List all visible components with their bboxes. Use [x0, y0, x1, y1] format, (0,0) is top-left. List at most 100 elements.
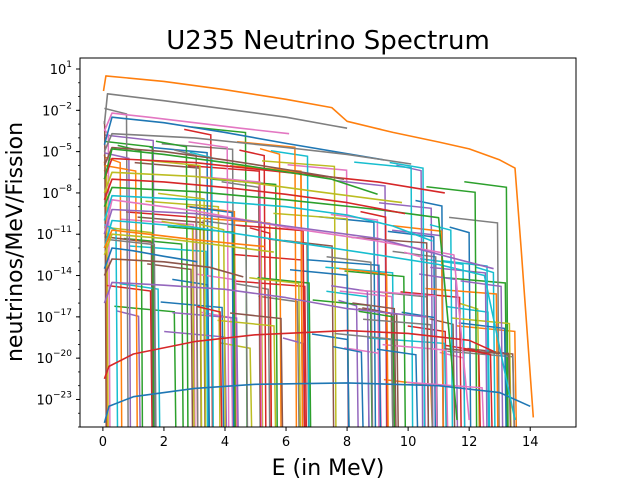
- cutoff-spectrum-line: [104, 107, 129, 427]
- cutoff-spectrum-line: [379, 202, 434, 427]
- cutoff-spectrum-line: [339, 267, 389, 427]
- cutoff-spectrum-line: [239, 149, 267, 427]
- x-tick-label: 6: [282, 435, 290, 450]
- cutoff-spectrum-line: [104, 134, 156, 427]
- x-tick-label: 12: [461, 435, 478, 450]
- cutoff-spectrum-line: [447, 350, 516, 427]
- spectrum-series-line: [103, 229, 265, 249]
- cutoff-spectrum-line: [458, 322, 507, 427]
- y-tick-label: 101: [50, 60, 72, 78]
- spectrum-series-line: [103, 171, 403, 204]
- x-tick-label: 8: [343, 435, 351, 450]
- cutoff-spectrum-line: [333, 345, 364, 427]
- cutoff-spectrum-line: [360, 210, 388, 427]
- cutoff-spectrum-line: [104, 140, 155, 427]
- spectrum-series-line: [103, 93, 348, 129]
- spectrum-series-line: [103, 186, 458, 421]
- cutoff-spectrum-line: [387, 230, 437, 427]
- spectrum-series-line: [103, 132, 412, 165]
- cutoff-spectrum-line: [104, 164, 138, 427]
- spectrum-series-line: [103, 157, 445, 194]
- cutoff-spectrum-line: [326, 256, 374, 427]
- y-tick-label: 10−2: [42, 101, 72, 119]
- cutoff-spectrum-line: [289, 268, 350, 427]
- cutoff-spectrum-line: [249, 227, 273, 427]
- cutoff-spectrum-line: [351, 236, 430, 427]
- cutoff-spectrum-line: [400, 291, 462, 427]
- cutoff-spectrum-line: [104, 152, 132, 427]
- cutoff-spectrum-line: [358, 289, 438, 427]
- cutoff-spectrum-line: [230, 312, 284, 427]
- cutoff-spectrum-line: [231, 280, 308, 427]
- y-tick-label: 10−14: [36, 267, 72, 285]
- spectrum-series-line: [103, 178, 406, 215]
- cutoff-spectrum-line: [104, 236, 154, 427]
- spectrum-series-line: [103, 146, 345, 180]
- cutoff-spectrum-line: [103, 128, 111, 427]
- cutoff-spectrum-line: [306, 259, 382, 427]
- cutoff-spectrum-line: [158, 192, 207, 427]
- cutoff-spectrum-line: [461, 348, 493, 427]
- cutoff-spectrum-line: [464, 181, 509, 427]
- cutoff-spectrum-line: [117, 144, 144, 427]
- cutoff-spectrum-line: [376, 348, 419, 427]
- x-tick-label: 0: [99, 435, 107, 450]
- cutoff-spectrum-line: [217, 319, 277, 427]
- cutoff-spectrum-line: [441, 259, 490, 427]
- spectrum-series-line: [103, 233, 274, 256]
- cutoff-spectrum-line: [354, 161, 414, 427]
- cutoff-spectrum-line: [155, 140, 189, 427]
- cutoff-spectrum-line: [334, 332, 394, 427]
- cutoff-spectrum-line: [249, 277, 302, 427]
- cutoff-spectrum-line: [430, 266, 488, 427]
- spectrum-series-line: [102, 75, 535, 418]
- cutoff-spectrum-line: [449, 216, 500, 427]
- cutoff-spectrum-line: [145, 200, 221, 427]
- cutoff-spectrum-line: [219, 341, 253, 427]
- spectrum-series-line: [103, 247, 198, 269]
- cutoff-spectrum-line: [261, 160, 337, 427]
- cutoff-spectrum-line: [426, 185, 478, 427]
- cutoff-spectrum-line: [142, 159, 203, 427]
- cutoff-spectrum-line: [344, 270, 407, 427]
- cutoff-spectrum-line: [198, 175, 263, 427]
- y-tick-label: 10−5: [42, 143, 72, 161]
- cutoff-spectrum-line: [104, 238, 157, 427]
- cutoff-spectrum-line: [382, 343, 449, 427]
- cutoff-spectrum-line: [392, 224, 444, 427]
- ticks-layer: 0 2 4 6 8 10 12 14 101 10−2 10−5 10−8 10−11 10−14 10−1…: [36, 60, 538, 450]
- spectrum-series-line: [103, 219, 516, 421]
- cutoff-spectrum-line: [460, 280, 504, 427]
- cutoff-spectrum-line: [338, 299, 359, 427]
- y-axis-label: neutrinos/MeV/Fission: [3, 122, 28, 362]
- cutoff-spectrum-line: [474, 266, 496, 427]
- cutoff-spectrum-line: [257, 276, 312, 427]
- cutoff-spectrum-line: [107, 284, 153, 427]
- x-tick-label: 10: [400, 435, 417, 450]
- y-tick-label: 10−23: [36, 390, 72, 408]
- spectrum-series-line: [103, 116, 384, 161]
- x-tick-label: 2: [160, 435, 168, 450]
- cutoff-spectrum-line: [189, 206, 235, 427]
- cutoff-spectrum-line: [258, 295, 300, 427]
- x-axis-label: E (in MeV): [272, 456, 385, 480]
- cutoff-spectrum-line: [198, 223, 226, 427]
- spectrum-series-line: [103, 208, 494, 270]
- cutoff-spectrum-line: [172, 278, 211, 427]
- spectrum-series-line: [103, 148, 378, 196]
- x-tick-label: 14: [522, 435, 539, 450]
- plot-frame: [79, 57, 577, 428]
- cutoff-spectrum-line: [116, 310, 141, 427]
- cutoff-spectrum-line: [119, 282, 161, 427]
- cutoff-spectrum-line: [284, 239, 335, 427]
- cutoff-spectrum-line: [120, 218, 196, 427]
- cutoff-spectrum-line: [425, 287, 499, 427]
- cutoff-spectrum-line: [114, 305, 177, 427]
- cutoff-spectrum-line: [123, 237, 184, 427]
- cutoff-spectrum-line: [444, 347, 512, 427]
- cutoff-spectrum-line: [270, 150, 310, 427]
- chart-title: U235 Neutrino Spectrum: [166, 26, 490, 56]
- y-tick-label: 10−11: [36, 225, 72, 243]
- x-tick-label: 4: [221, 435, 229, 450]
- cutoff-spectrum-line: [196, 305, 223, 427]
